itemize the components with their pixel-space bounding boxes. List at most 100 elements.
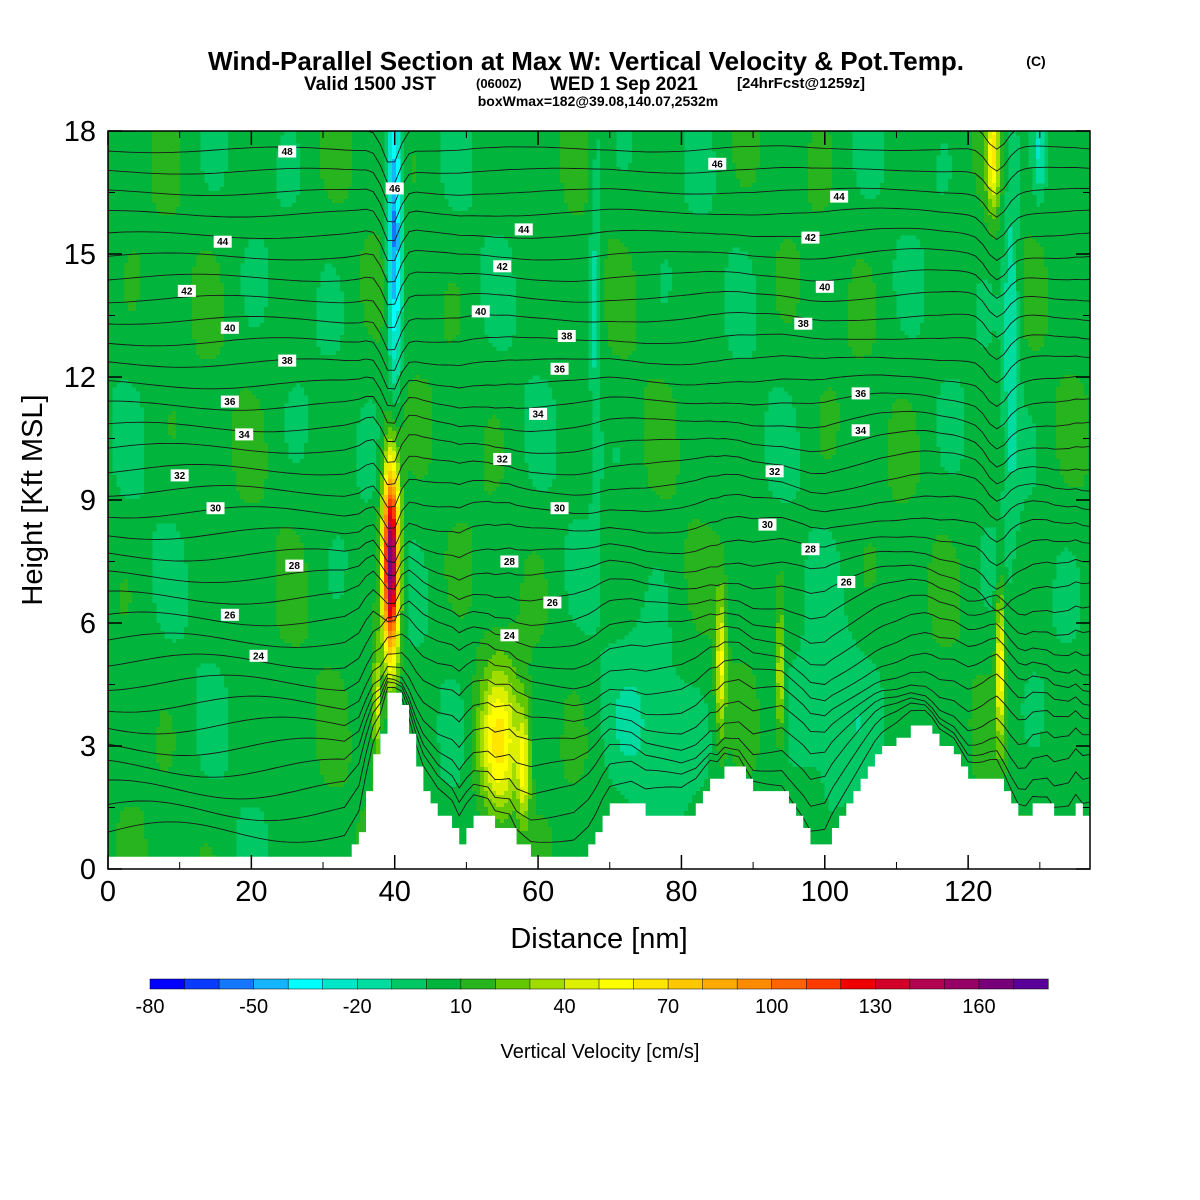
w-cell bbox=[924, 183, 929, 188]
w-cell bbox=[472, 207, 477, 212]
w-cell bbox=[576, 175, 581, 180]
w-cell bbox=[308, 155, 313, 160]
w-cell bbox=[796, 171, 801, 176]
w-cell bbox=[900, 215, 905, 220]
w-cell bbox=[912, 175, 917, 180]
w-cell bbox=[516, 183, 521, 188]
w-cell bbox=[312, 223, 317, 228]
w-cell bbox=[428, 163, 433, 168]
w-cell bbox=[536, 207, 541, 212]
w-cell bbox=[356, 219, 361, 224]
w-cell bbox=[360, 175, 365, 180]
w-cell bbox=[644, 211, 649, 216]
w-cell bbox=[548, 163, 553, 168]
w-cell bbox=[548, 139, 553, 144]
w-cell bbox=[908, 147, 913, 152]
w-cell bbox=[524, 147, 529, 152]
w-cell bbox=[236, 135, 241, 140]
w-cell bbox=[132, 159, 137, 164]
w-cell bbox=[348, 199, 353, 204]
w-cell bbox=[940, 135, 945, 140]
w-cell bbox=[1068, 175, 1073, 180]
w-cell bbox=[848, 171, 853, 176]
w-cell bbox=[804, 159, 809, 164]
w-cell bbox=[352, 143, 357, 148]
w-cell bbox=[612, 179, 617, 184]
w-cell bbox=[188, 143, 193, 148]
w-cell bbox=[120, 159, 125, 164]
w-cell bbox=[1056, 147, 1061, 152]
w-cell bbox=[996, 139, 1001, 144]
w-cell bbox=[804, 139, 809, 144]
w-cell bbox=[952, 155, 957, 160]
w-cell bbox=[432, 167, 437, 172]
w-cell bbox=[800, 151, 805, 156]
w-cell bbox=[308, 207, 313, 212]
w-cell bbox=[272, 203, 277, 208]
w-cell bbox=[484, 203, 489, 208]
w-cell bbox=[160, 195, 165, 200]
w-cell bbox=[224, 219, 229, 224]
w-cell bbox=[892, 183, 897, 188]
w-cell bbox=[280, 207, 285, 212]
w-cell bbox=[928, 143, 933, 148]
w-cell bbox=[1036, 215, 1041, 220]
w-cell bbox=[680, 183, 685, 188]
w-cell bbox=[248, 219, 253, 224]
w-cell bbox=[148, 159, 153, 164]
w-cell bbox=[272, 187, 277, 192]
w-cell bbox=[504, 207, 509, 212]
w-cell bbox=[340, 191, 345, 196]
w-cell bbox=[648, 167, 653, 172]
w-cell bbox=[432, 143, 437, 148]
w-cell bbox=[256, 215, 261, 220]
w-cell bbox=[664, 199, 669, 204]
w-cell bbox=[644, 219, 649, 224]
w-cell bbox=[336, 143, 341, 148]
w-cell bbox=[496, 195, 501, 200]
w-cell bbox=[500, 155, 505, 160]
w-cell bbox=[540, 203, 545, 208]
w-cell bbox=[912, 171, 917, 176]
w-cell bbox=[812, 139, 817, 144]
w-cell bbox=[488, 223, 493, 228]
w-cell bbox=[128, 163, 133, 168]
w-cell bbox=[244, 199, 249, 204]
w-cell bbox=[656, 195, 661, 200]
w-cell bbox=[824, 175, 829, 180]
w-cell bbox=[948, 223, 953, 228]
w-cell bbox=[712, 195, 717, 200]
w-cell bbox=[132, 143, 137, 148]
w-cell bbox=[776, 143, 781, 148]
w-cell bbox=[584, 191, 589, 196]
w-cell bbox=[884, 143, 889, 148]
w-cell bbox=[344, 171, 349, 176]
w-cell bbox=[412, 175, 417, 180]
w-cell bbox=[544, 139, 549, 144]
w-cell bbox=[604, 163, 609, 168]
w-cell bbox=[664, 215, 669, 220]
w-cell bbox=[780, 223, 785, 228]
w-cell bbox=[1064, 163, 1069, 168]
w-cell bbox=[372, 139, 377, 144]
w-cell bbox=[168, 191, 173, 196]
w-cell bbox=[252, 143, 257, 148]
w-cell bbox=[1080, 183, 1085, 188]
w-cell bbox=[992, 219, 997, 224]
w-cell bbox=[192, 219, 197, 224]
w-cell bbox=[328, 143, 333, 148]
w-cell bbox=[880, 183, 885, 188]
w-cell bbox=[1056, 207, 1061, 212]
w-cell bbox=[176, 219, 181, 224]
w-cell bbox=[948, 219, 953, 224]
w-cell bbox=[704, 219, 709, 224]
w-cell bbox=[776, 171, 781, 176]
w-cell bbox=[232, 175, 237, 180]
w-cell bbox=[560, 135, 565, 140]
w-cell bbox=[916, 163, 921, 168]
w-cell bbox=[764, 159, 769, 164]
w-cell bbox=[240, 207, 245, 212]
w-cell bbox=[1080, 139, 1085, 144]
w-cell bbox=[936, 139, 941, 144]
w-cell bbox=[1020, 207, 1025, 212]
